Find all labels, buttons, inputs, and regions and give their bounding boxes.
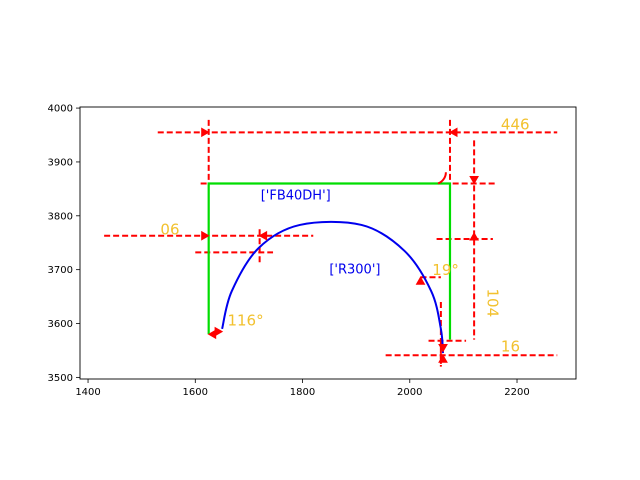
dimension-text: 16 bbox=[501, 338, 520, 356]
y-tick-label: 3500 bbox=[48, 373, 73, 384]
dimension-text: 19° bbox=[432, 261, 459, 279]
profile-curve bbox=[221, 220, 445, 354]
axis-ticks: 1400 1600 1800 2000 2200 3500 3600 3700 3800 3900… bbox=[48, 104, 530, 398]
annotation-labels: ['FB40DH'] ['R300'] 446 06 104 16 116° 19° bbox=[160, 116, 529, 356]
y-tick-label: 3900 bbox=[48, 157, 73, 168]
x-tick-label: 1600 bbox=[183, 387, 208, 398]
dimension-arrow bbox=[448, 127, 458, 138]
dimension-text: 116° bbox=[227, 312, 263, 330]
x-tick-label: 2200 bbox=[504, 387, 529, 398]
axes-frame bbox=[79, 106, 577, 380]
y-tick-label: 4000 bbox=[48, 104, 73, 115]
dimension-text: 104 bbox=[484, 289, 502, 318]
dimension-arrow bbox=[469, 232, 479, 241]
angle-arc bbox=[437, 172, 447, 185]
dimension-arrow bbox=[201, 127, 210, 138]
dimension-text: 446 bbox=[501, 116, 530, 134]
dimension-arrow bbox=[214, 326, 224, 337]
x-tick-label: 1400 bbox=[75, 387, 100, 398]
dimension-arrow bbox=[438, 354, 448, 363]
dimension-text: 06 bbox=[160, 221, 179, 239]
y-tick-label: 3600 bbox=[48, 319, 73, 330]
dimension-arrow bbox=[469, 175, 479, 185]
part-outline bbox=[207, 182, 452, 340]
dimension-arrow bbox=[201, 230, 210, 241]
part-label: ['FB40DH'] bbox=[261, 189, 331, 204]
dimension-arrow bbox=[415, 276, 426, 285]
dimension-arrow bbox=[438, 344, 448, 353]
part-label: ['R300'] bbox=[329, 262, 380, 277]
x-tick-label: 2000 bbox=[397, 387, 422, 398]
x-tick-label: 1800 bbox=[290, 387, 315, 398]
plot-area bbox=[104, 119, 558, 367]
y-tick-label: 3800 bbox=[48, 211, 73, 222]
y-tick-label: 3700 bbox=[48, 265, 73, 276]
dimension-arrow bbox=[258, 230, 268, 241]
